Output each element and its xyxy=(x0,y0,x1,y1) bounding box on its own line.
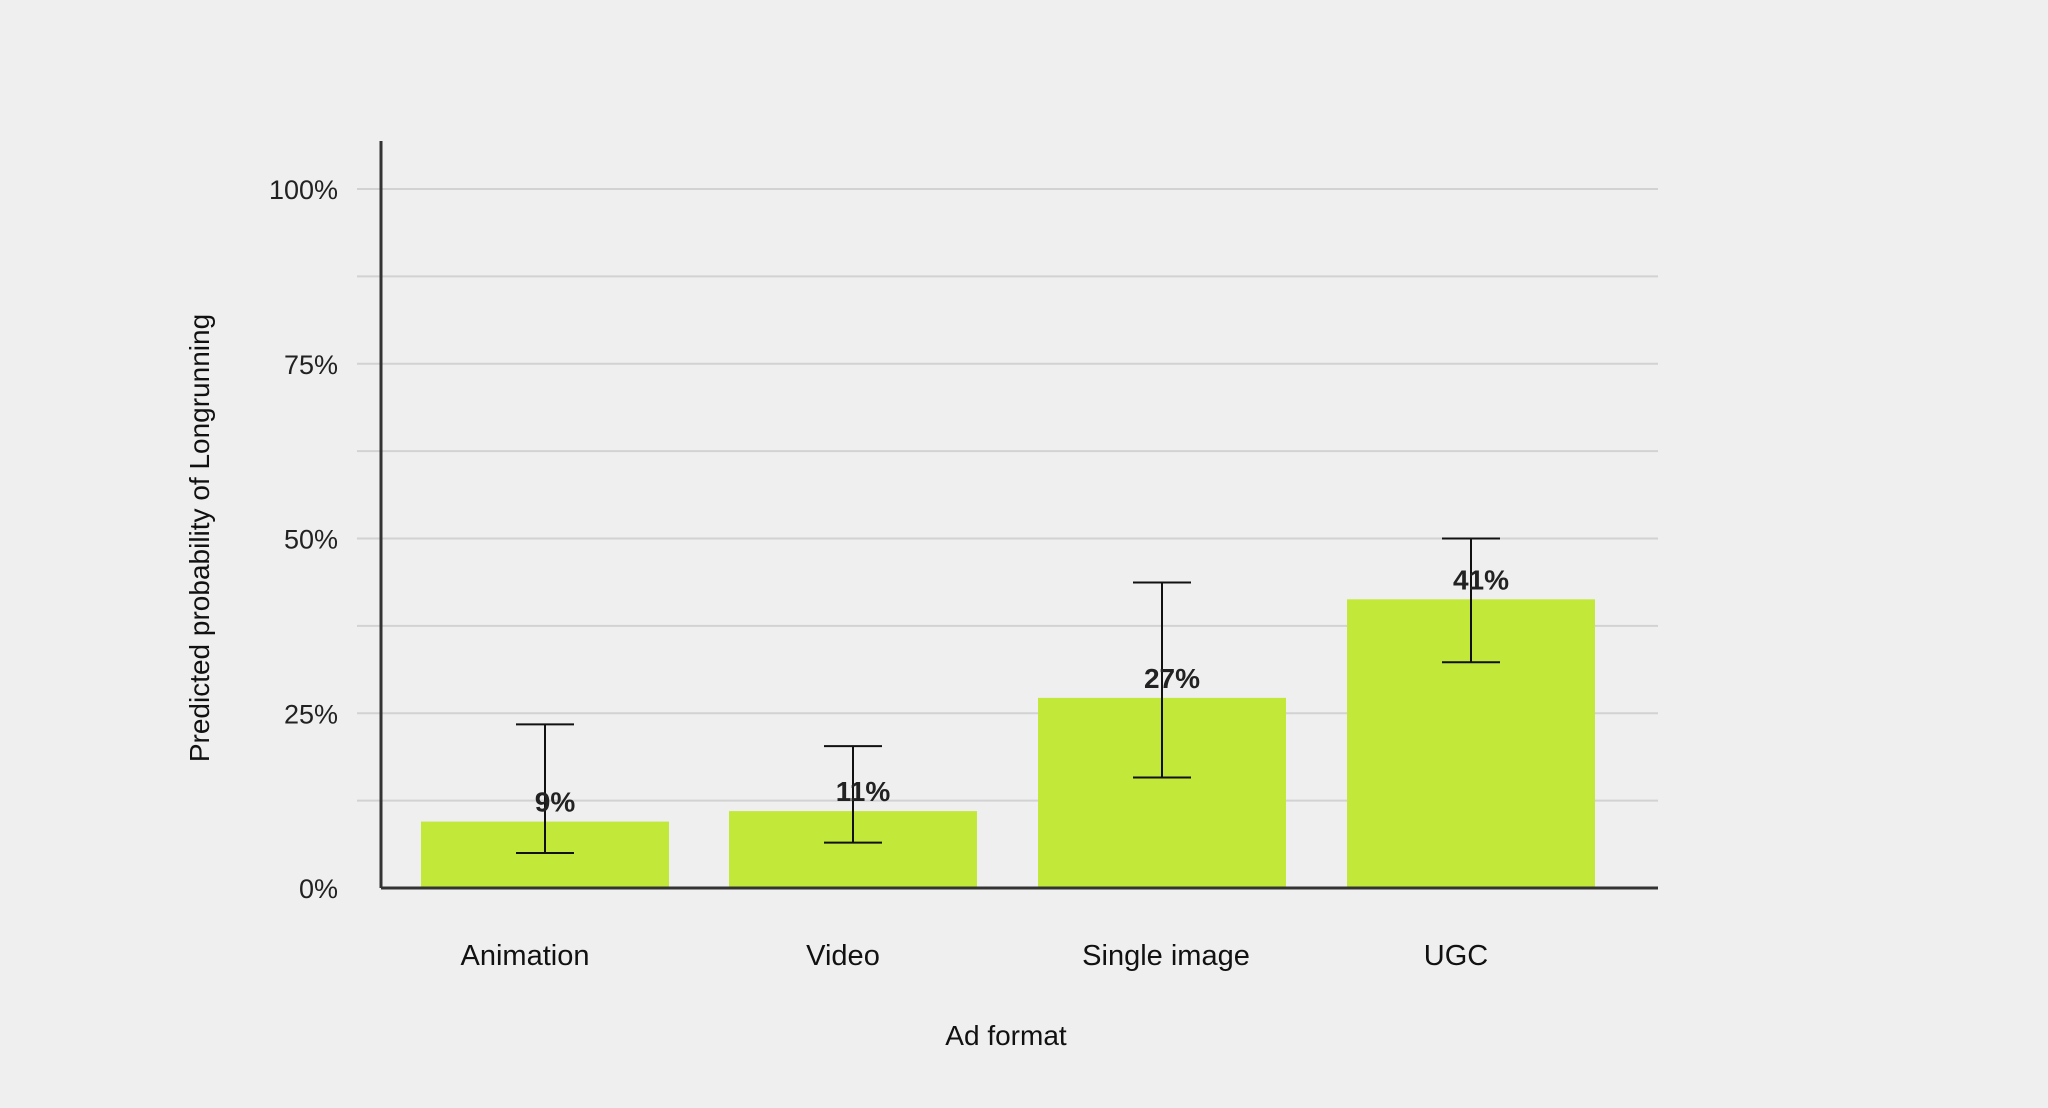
y-axis-title: Predicted probability of Longrunning xyxy=(184,314,215,762)
error-bar xyxy=(516,723,574,855)
x-axis-title: Ad format xyxy=(945,1020,1067,1051)
bars xyxy=(421,599,1595,887)
data-labels: 9% 11% 27% 41% xyxy=(535,564,1509,817)
data-label: 27% xyxy=(1144,663,1200,694)
category-labels: Animation Video Single image UGC xyxy=(461,940,1489,972)
y-tick-label: 25% xyxy=(284,699,338,729)
error-bar xyxy=(1133,581,1191,779)
y-tick-label: 50% xyxy=(284,525,338,555)
error-bar xyxy=(1442,537,1500,664)
category-label: Single image xyxy=(1082,940,1250,972)
error-bar xyxy=(824,745,882,844)
error-bars xyxy=(516,537,1500,855)
y-tick-label: 75% xyxy=(284,350,338,380)
y-tick-label: 100% xyxy=(269,175,338,205)
category-label: Animation xyxy=(461,940,590,972)
data-label: 41% xyxy=(1453,564,1509,595)
data-label: 11% xyxy=(836,776,891,807)
category-label: Video xyxy=(806,940,880,972)
category-label: UGC xyxy=(1424,940,1488,972)
y-tick-labels: 0% 25% 50% 75% 100% xyxy=(269,175,338,904)
axes xyxy=(379,141,1658,890)
gridlines xyxy=(357,188,1658,802)
y-tick-label: 0% xyxy=(299,874,338,904)
data-label: 9% xyxy=(535,787,576,818)
